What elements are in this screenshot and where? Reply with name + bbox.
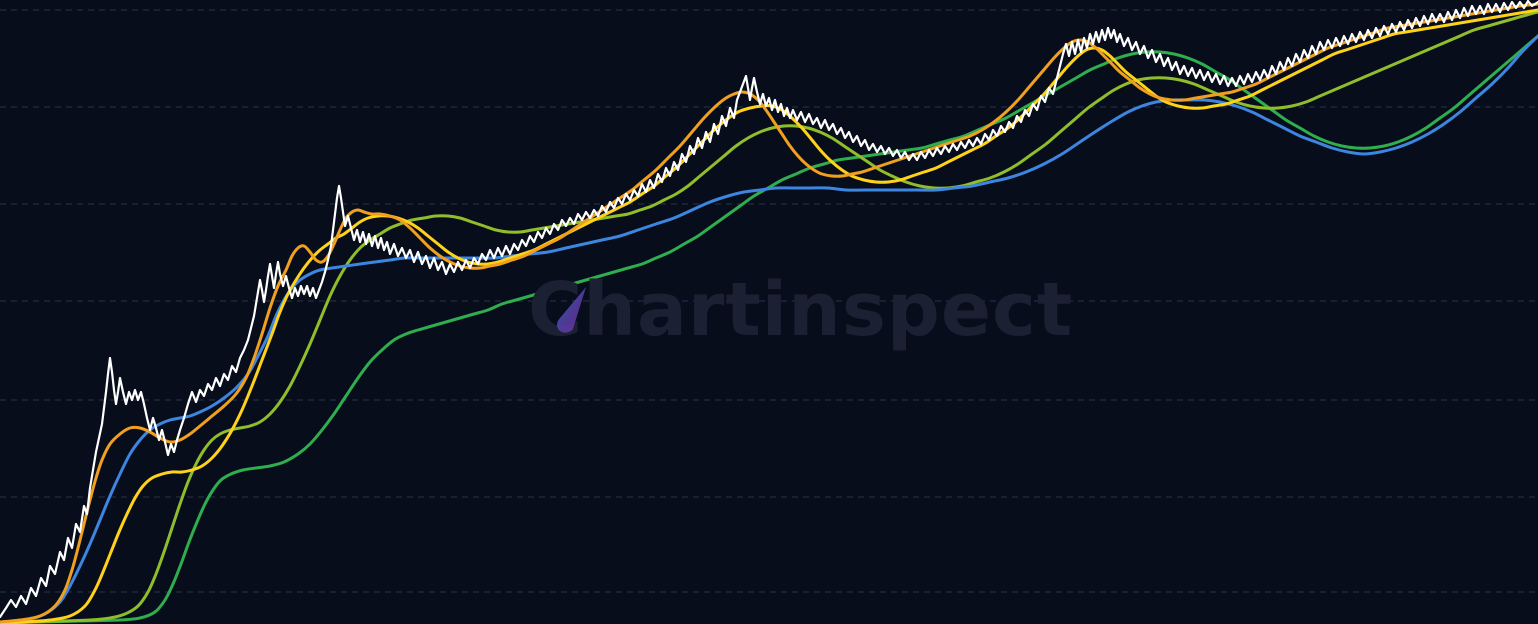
series-line-ma-yellow: [0, 8, 1538, 624]
series-line-ma-olive: [0, 10, 1538, 624]
series-line-ma-slow-green: [0, 34, 1538, 624]
series-line-ma-blue: [0, 34, 1538, 624]
